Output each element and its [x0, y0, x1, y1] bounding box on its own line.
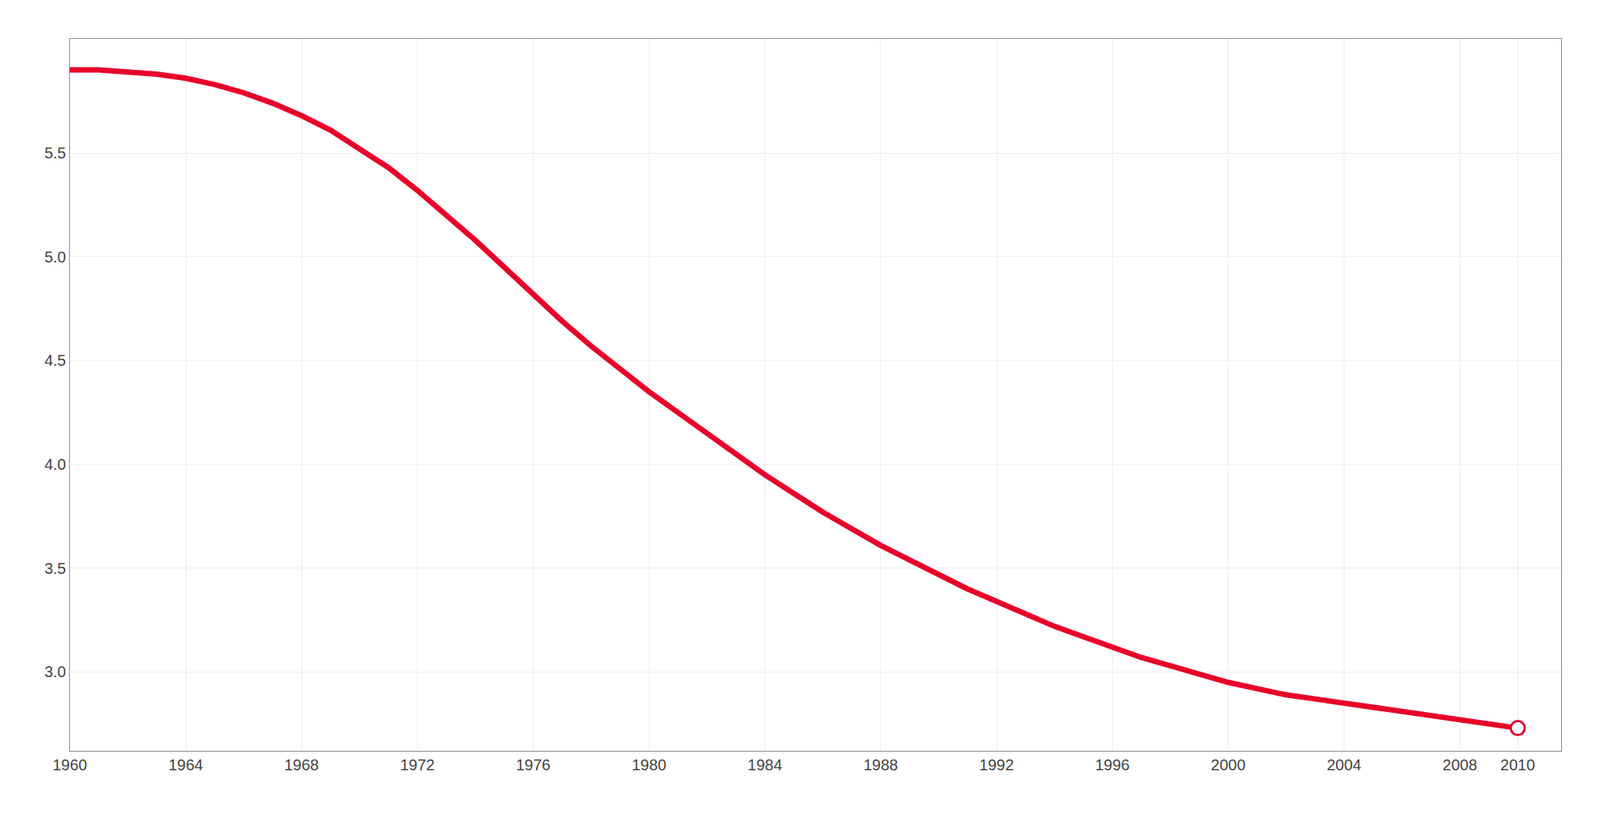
- svg-text:3.0: 3.0: [44, 663, 67, 681]
- svg-text:1988: 1988: [863, 756, 899, 774]
- svg-text:2010: 2010: [1500, 756, 1536, 774]
- svg-text:2008: 2008: [1442, 756, 1478, 774]
- svg-text:1964: 1964: [168, 756, 204, 774]
- svg-text:1968: 1968: [284, 756, 320, 774]
- svg-text:3.5: 3.5: [44, 560, 67, 578]
- svg-text:1972: 1972: [400, 756, 435, 774]
- svg-text:2004: 2004: [1326, 756, 1362, 774]
- svg-text:5.0: 5.0: [44, 248, 67, 266]
- svg-text:1960: 1960: [52, 756, 88, 774]
- svg-text:1992: 1992: [979, 756, 1015, 774]
- svg-text:5.5: 5.5: [44, 144, 67, 162]
- svg-text:2000: 2000: [1210, 756, 1246, 774]
- svg-text:1976: 1976: [515, 756, 551, 774]
- svg-text:4.5: 4.5: [44, 351, 67, 369]
- svg-text:4.0: 4.0: [44, 455, 67, 474]
- svg-text:1996: 1996: [1095, 756, 1131, 774]
- svg-text:1980: 1980: [631, 756, 667, 774]
- svg-text:1984: 1984: [747, 756, 783, 774]
